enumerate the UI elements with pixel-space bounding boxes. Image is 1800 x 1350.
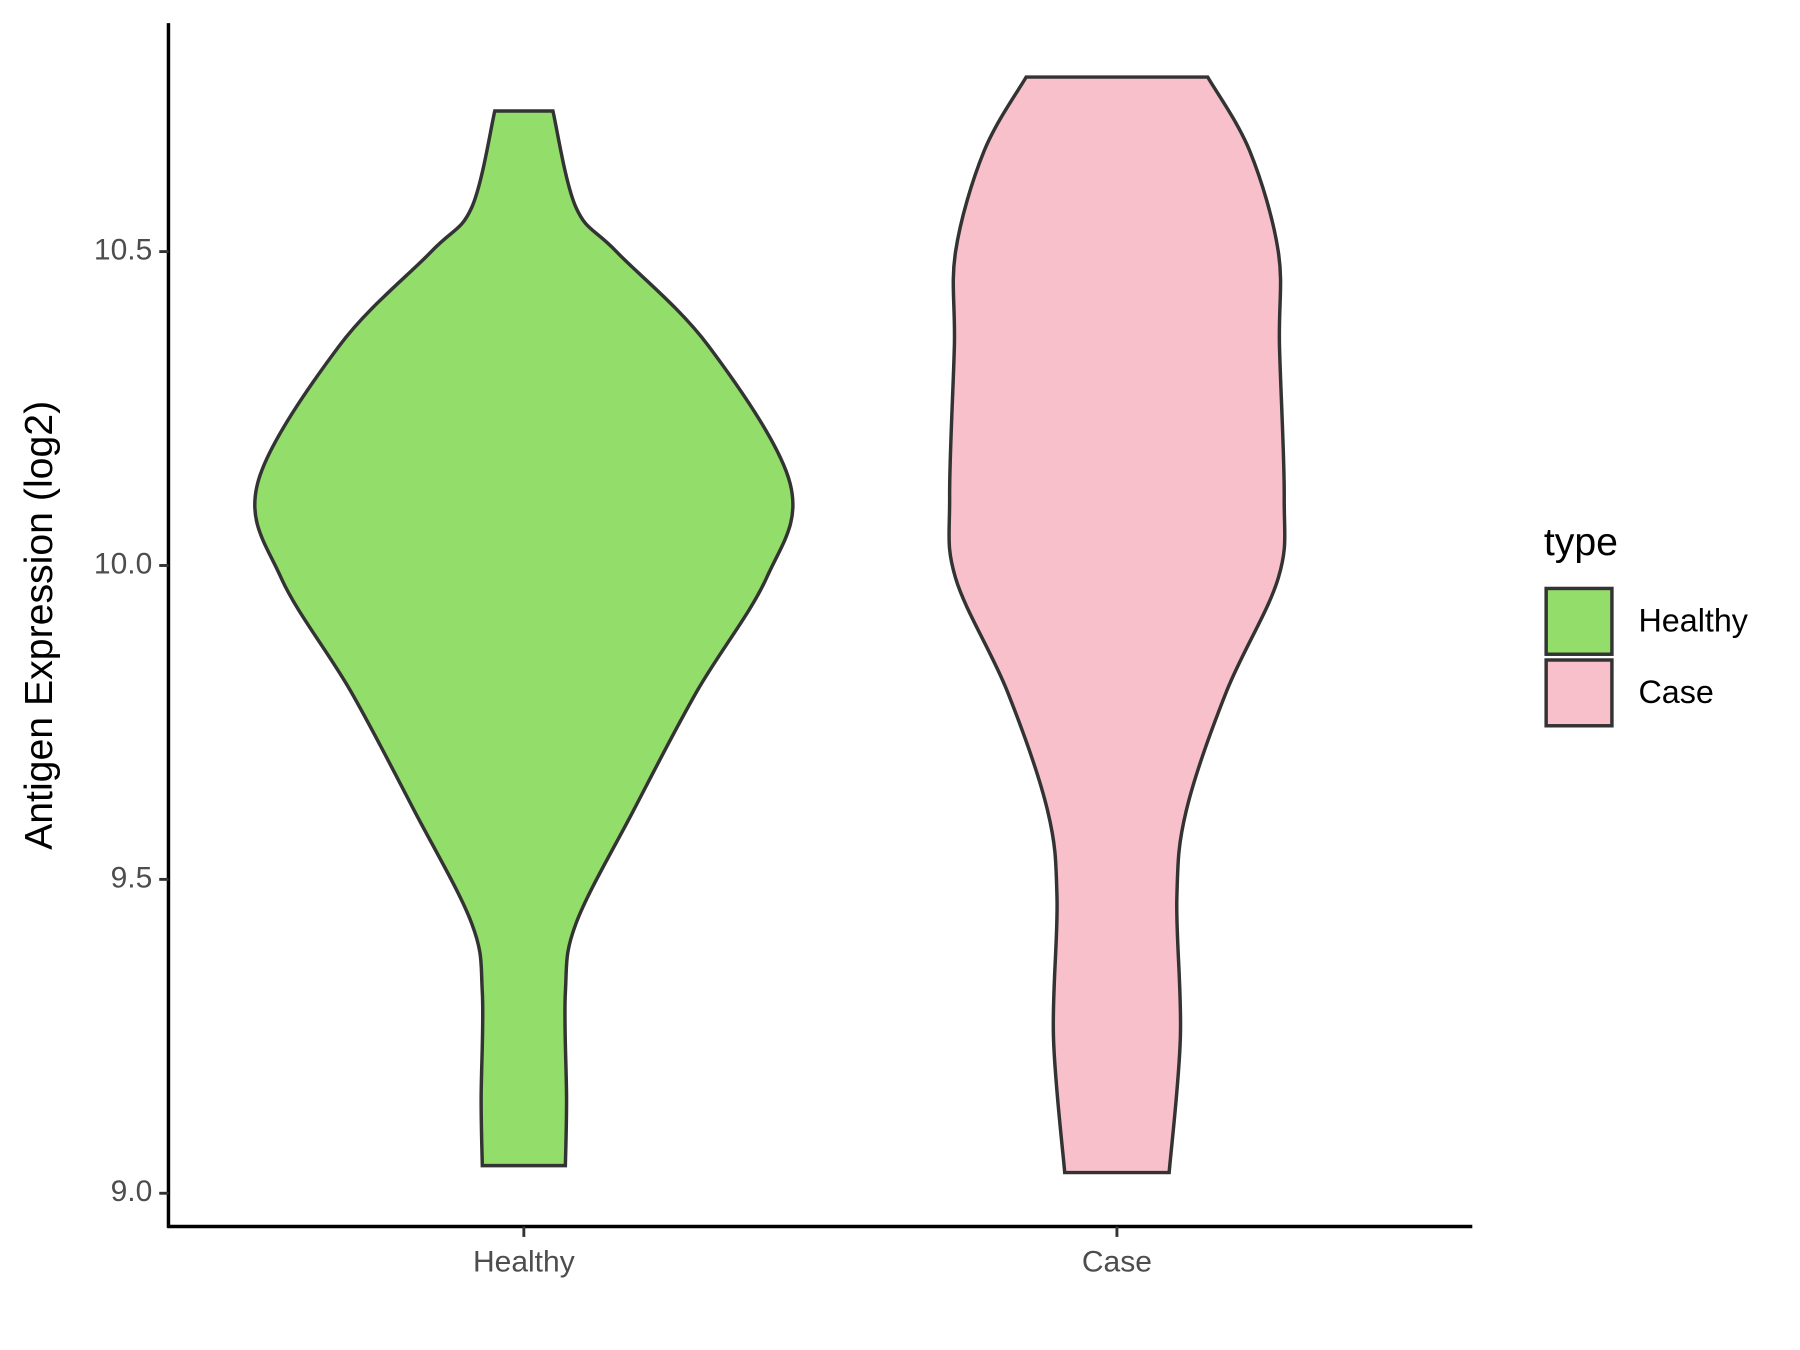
- legend-swatch: [1544, 658, 1614, 728]
- y-tick-label: 10.5: [94, 234, 152, 267]
- violin: [253, 109, 795, 1168]
- y-tick-label: 10.0: [94, 547, 152, 580]
- y-tick-label: 9.0: [111, 1175, 153, 1208]
- legend-label: Case: [1638, 674, 1713, 710]
- legend-label: Healthy: [1638, 603, 1748, 639]
- x-tick-label: Case: [1082, 1245, 1152, 1278]
- legend-title: type: [1544, 520, 1618, 564]
- legend-swatch: [1544, 586, 1614, 656]
- x-tick-label: Healthy: [473, 1245, 575, 1278]
- violin: [947, 75, 1287, 1175]
- y-tick-label: 9.5: [111, 861, 153, 894]
- y-axis-title: Antigen Expression (log2): [17, 401, 61, 850]
